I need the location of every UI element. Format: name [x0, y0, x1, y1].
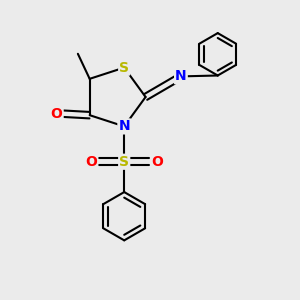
Text: N: N	[175, 69, 187, 83]
Text: O: O	[85, 155, 97, 169]
Text: S: S	[119, 155, 129, 169]
Text: S: S	[119, 61, 129, 75]
Text: O: O	[51, 107, 63, 121]
Text: N: N	[118, 119, 130, 134]
Text: O: O	[151, 155, 163, 169]
